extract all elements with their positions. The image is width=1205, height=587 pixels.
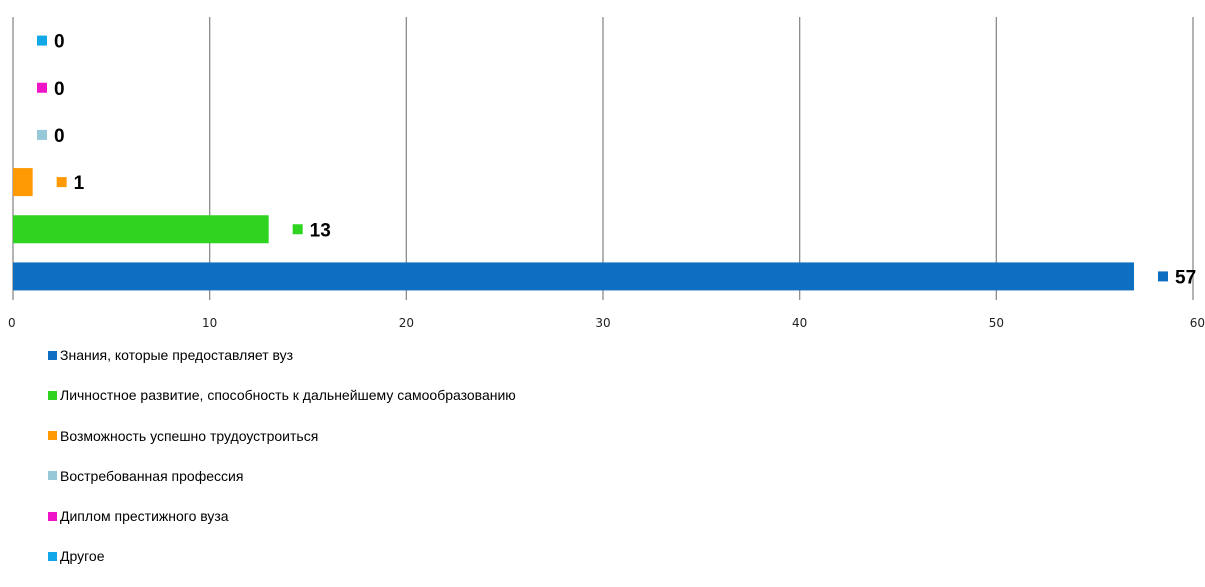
value-label-marker bbox=[56, 177, 67, 188]
x-tick-label: 30 bbox=[595, 316, 610, 330]
legend-label: Знания, которые предоставляет вуз bbox=[60, 347, 294, 363]
value-label-marker bbox=[1158, 271, 1168, 282]
value-label: 0 bbox=[54, 32, 65, 53]
value-label: 13 bbox=[310, 220, 331, 241]
value-label: 0 bbox=[54, 79, 65, 100]
legend-item: Востребованная профессия bbox=[48, 466, 516, 486]
legend-label: Возможность успешно трудоустроиться bbox=[60, 427, 319, 444]
x-tick-label: 60 bbox=[1190, 316, 1205, 330]
bar bbox=[13, 262, 1134, 291]
bar bbox=[13, 215, 269, 244]
value-label-marker bbox=[37, 82, 47, 93]
x-tick-label: 40 bbox=[792, 316, 807, 330]
legend-item: Знания, которые предоставляет вуз bbox=[48, 345, 516, 365]
legend: Знания, которые предоставляет вуз Личност… bbox=[48, 345, 516, 587]
legend-swatch bbox=[48, 511, 57, 521]
legend-item: Возможность успешно трудоустроиться bbox=[48, 426, 516, 446]
bars bbox=[13, 168, 1134, 291]
value-label-marker bbox=[37, 129, 47, 140]
bar bbox=[13, 168, 33, 197]
legend-item: Другое bbox=[48, 546, 516, 566]
legend-label: Востребованная профессия bbox=[60, 467, 244, 484]
legend-swatch bbox=[48, 350, 57, 360]
legend-swatch bbox=[48, 431, 57, 441]
x-axis-ticks: 0 10 20 30 40 50 60 bbox=[8, 316, 1205, 330]
legend-item: Диплом престижного вуза bbox=[48, 506, 516, 526]
legend-item: Личностное развитие, способность к дальн… bbox=[48, 385, 516, 405]
x-tick-label: 50 bbox=[989, 316, 1004, 330]
legend-label: Другое bbox=[60, 548, 105, 565]
legend-label: Личностное развитие, способность к дальн… bbox=[60, 387, 516, 404]
value-label: 1 bbox=[74, 173, 85, 194]
x-tick-label: 10 bbox=[202, 316, 217, 330]
value-label-marker bbox=[37, 35, 47, 46]
value-labels: 57 13 1 0 0 0 bbox=[37, 32, 1196, 288]
legend-swatch bbox=[48, 551, 57, 561]
value-label-marker bbox=[292, 224, 303, 235]
legend-swatch bbox=[48, 390, 57, 400]
x-tick-label: 0 bbox=[8, 316, 16, 330]
legend-swatch bbox=[48, 471, 57, 481]
x-tick-label: 20 bbox=[399, 316, 414, 330]
value-label: 57 bbox=[1175, 267, 1196, 288]
gridlines bbox=[12, 17, 1194, 300]
legend-label: Диплом престижного вуза bbox=[60, 508, 229, 525]
value-label: 0 bbox=[54, 126, 65, 147]
